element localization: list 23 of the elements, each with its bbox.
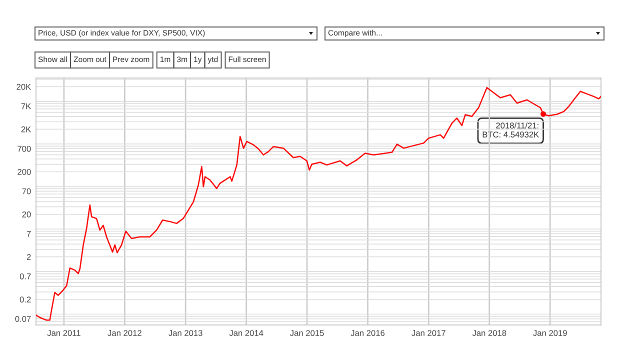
x-tick-label: Jan 2012 [108, 330, 142, 336]
y-tick-label: 0.07 [15, 316, 31, 322]
y-tick-label: 70 [22, 188, 31, 194]
x-tick-label: Jan 2017 [412, 330, 446, 336]
y-tick-label: 0.2 [20, 296, 31, 302]
y-tick-label: 200 [18, 168, 31, 175]
y-tick-label: 2K [21, 126, 32, 132]
y-tick-label: 7 [26, 230, 31, 237]
y-tick-label: 7K [21, 103, 32, 110]
y-tick-label: 2 [26, 254, 31, 260]
annotation: 2018/11/21: BTC: 4.54932K [482, 122, 540, 138]
line-series [36, 87, 601, 321]
y-tick-label: 0.7 [20, 273, 31, 280]
x-tick-label: Jan 2013 [168, 330, 202, 336]
y-tick-label: 20K [16, 84, 32, 90]
x-tick-label: Jan 2018 [472, 330, 506, 336]
x-tick-label: Jan 2014 [229, 330, 264, 336]
y-tick-label: 20 [22, 212, 31, 218]
y-tick-label: 700 [18, 146, 31, 152]
x-tick-label: Jan 2011 [47, 330, 80, 336]
x-tick-label: Jan 2016 [350, 330, 385, 336]
x-tick-label: Jan 2019 [533, 330, 567, 336]
x-tick-label: Jan 2015 [290, 330, 324, 336]
